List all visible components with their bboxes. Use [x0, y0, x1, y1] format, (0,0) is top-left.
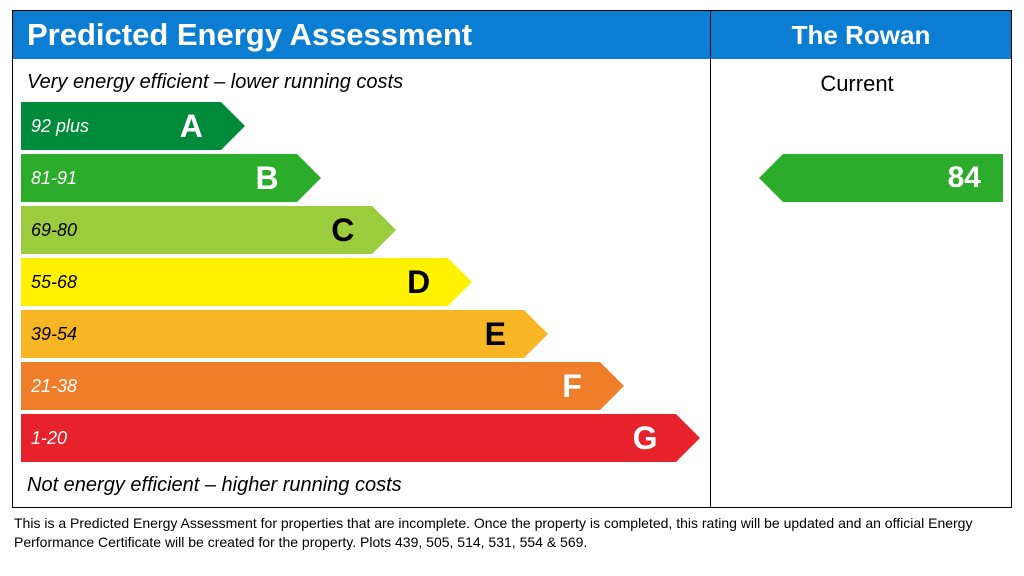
- rating-band-f: 21-38F: [21, 362, 710, 410]
- epc-card: Predicted Energy Assessment The Rowan Ve…: [12, 10, 1012, 508]
- band-range: 39-54: [21, 324, 485, 345]
- band-bar: 81-91B: [21, 154, 297, 202]
- band-range: 1-20: [21, 428, 633, 449]
- band-bar: 1-20G: [21, 414, 676, 462]
- band-bar: 69-80C: [21, 206, 372, 254]
- band-letter: C: [331, 212, 372, 249]
- bands-container: 92 plusA81-91B69-80C55-68D39-54E21-38F1-…: [21, 102, 710, 462]
- header-bar: Predicted Energy Assessment The Rowan: [13, 11, 1011, 59]
- scale-column: Very energy efficient – lower running co…: [13, 59, 711, 507]
- band-range: 21-38: [21, 376, 562, 397]
- band-range: 55-68: [21, 272, 407, 293]
- band-bar: 55-68D: [21, 258, 448, 306]
- band-letter: B: [255, 160, 296, 197]
- band-range: 69-80: [21, 220, 331, 241]
- current-label: Current: [711, 67, 1003, 105]
- band-chevron-icon: [372, 206, 396, 254]
- band-chevron-icon: [676, 414, 700, 462]
- rating-band-a: 92 plusA: [21, 102, 710, 150]
- band-letter: F: [562, 368, 600, 405]
- header-property: The Rowan: [711, 11, 1011, 59]
- rating-band-c: 69-80C: [21, 206, 710, 254]
- band-range: 81-91: [21, 168, 255, 189]
- band-chevron-icon: [221, 102, 245, 150]
- band-letter: D: [407, 264, 448, 301]
- top-caption: Very energy efficient – lower running co…: [21, 67, 710, 102]
- pointer-chevron-icon: [759, 154, 783, 202]
- rating-band-g: 1-20G: [21, 414, 710, 462]
- bottom-caption: Not energy efficient – higher running co…: [21, 466, 710, 499]
- band-range: 92 plus: [21, 116, 180, 137]
- header-title: Predicted Energy Assessment: [13, 11, 711, 59]
- band-chevron-icon: [600, 362, 624, 410]
- band-chevron-icon: [524, 310, 548, 358]
- band-letter: E: [485, 316, 524, 353]
- rating-band-d: 55-68D: [21, 258, 710, 306]
- band-bar: 39-54E: [21, 310, 524, 358]
- card-body: Very energy efficient – lower running co…: [13, 59, 1011, 507]
- band-letter: G: [633, 420, 676, 457]
- band-chevron-icon: [448, 258, 472, 306]
- band-chevron-icon: [297, 154, 321, 202]
- rating-band-b: 81-91B: [21, 154, 710, 202]
- current-column: Current 84: [711, 59, 1011, 507]
- band-bar: 21-38F: [21, 362, 600, 410]
- band-letter: A: [180, 108, 221, 145]
- band-bar: 92 plusA: [21, 102, 221, 150]
- rating-band-e: 39-54E: [21, 310, 710, 358]
- footnote-text: This is a Predicted Energy Assessment fo…: [12, 508, 1012, 552]
- current-pointer: 84: [783, 154, 1003, 202]
- current-value: 84: [948, 161, 981, 195]
